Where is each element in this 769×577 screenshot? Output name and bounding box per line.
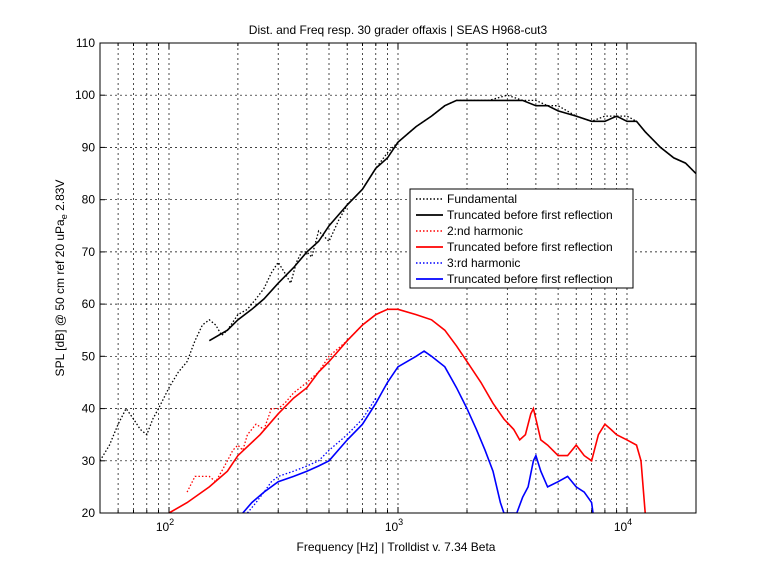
x-tick-label: 102 (156, 517, 174, 534)
y-tick-label: 50 (82, 349, 96, 363)
x-tick-label-base: 10 (156, 520, 170, 534)
y-axis-label-tail: 2.83V (53, 180, 67, 215)
y-tick-label: 100 (75, 88, 95, 102)
x-tick-label-exponent: 3 (398, 517, 403, 527)
y-tick-label: 80 (82, 193, 96, 207)
y-tick-label: 20 (82, 506, 96, 520)
y-tick-label: 70 (82, 245, 96, 259)
legend-label-2: Truncated before first reflection (447, 208, 613, 222)
legend-label-1: Fundamental (447, 192, 517, 206)
x-tick-label: 104 (614, 517, 632, 534)
series-layer (100, 94, 696, 513)
x-axis-label: Frequency [Hz] | Trolldist v. 7.34 Beta (297, 540, 496, 554)
series-line-2 (208, 99, 696, 342)
legend-label-6: Truncated before first reflection (447, 272, 613, 286)
legend-label-4: Truncated before first reflection (447, 240, 613, 254)
y-axis-label-subscript: e (59, 214, 69, 219)
series-line-3 (186, 308, 388, 493)
series-line-4 (168, 308, 646, 513)
series-line-1 (100, 94, 696, 462)
legend-label-3: 2:nd harmonic (447, 224, 523, 238)
legend-label-5: 3:rd harmonic (447, 256, 520, 270)
x-tick-label-exponent: 2 (169, 517, 174, 527)
y-axis-label: SPL [dB] @ 50 cm ref 20 uPae 2.83V (53, 180, 69, 377)
series-line-5 (246, 397, 377, 513)
y-tick-label: 90 (82, 140, 96, 154)
x-tick-label-base: 10 (614, 520, 628, 534)
chart-title: Dist. and Freq resp. 30 grader offaxis |… (249, 23, 548, 37)
x-tick-label: 103 (385, 517, 403, 534)
legend: Fundamental Truncated before first reflec… (409, 188, 634, 289)
y-tick-label: 60 (82, 297, 96, 311)
y-tick-label: 40 (82, 402, 96, 416)
x-tick-label-base: 10 (385, 520, 399, 534)
legend-box (409, 188, 634, 289)
y-tick-label: 30 (82, 454, 96, 468)
y-tick-label: 110 (76, 36, 95, 50)
y-axis-label-main: SPL [dB] @ 50 cm ref 20 uPa (53, 219, 67, 376)
x-tick-label-exponent: 4 (627, 517, 632, 527)
series-line-6 (242, 350, 594, 513)
